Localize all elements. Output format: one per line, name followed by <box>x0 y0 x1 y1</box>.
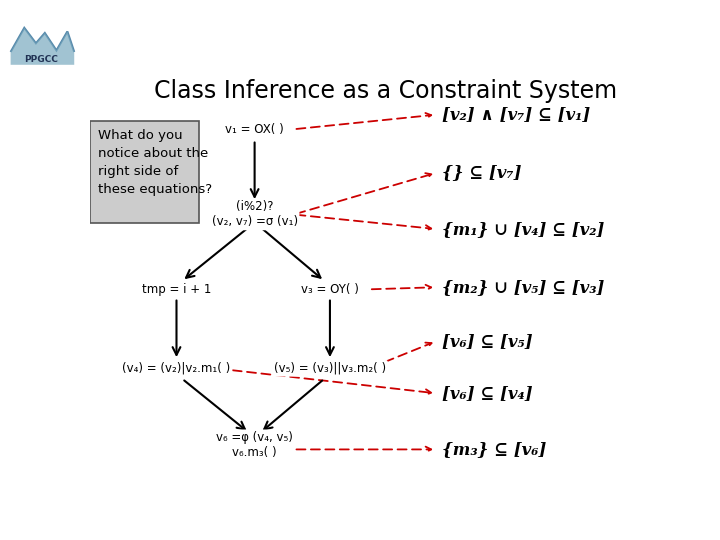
Text: (i%2)?
(v₂, v₇) =σ (v₁): (i%2)? (v₂, v₇) =σ (v₁) <box>212 200 297 228</box>
Text: (v₅) = (v₃)||v₃.m₂( ): (v₅) = (v₃)||v₃.m₂( ) <box>274 362 386 375</box>
Text: {m₂} ∪ [v₅] ⊆ [v₃]: {m₂} ∪ [v₅] ⊆ [v₃] <box>441 279 604 296</box>
FancyBboxPatch shape <box>7 14 76 65</box>
Text: {} ⊆ [v₇]: {} ⊆ [v₇] <box>441 164 521 181</box>
Text: (v₄) = (v₂)|v₂.m₁( ): (v₄) = (v₂)|v₂.m₁( ) <box>122 362 230 375</box>
Text: {m₃} ⊆ [v₆]: {m₃} ⊆ [v₆] <box>441 441 546 458</box>
FancyBboxPatch shape <box>90 121 199 223</box>
Text: v₁ = OX( ): v₁ = OX( ) <box>225 123 284 136</box>
Text: v₃ = OY( ): v₃ = OY( ) <box>301 283 359 296</box>
Text: tmp = i + 1: tmp = i + 1 <box>142 283 211 296</box>
Text: PPGCC: PPGCC <box>24 55 58 64</box>
Text: Class Inference as a Constraint System: Class Inference as a Constraint System <box>154 79 617 103</box>
Text: [v₆] ⊆ [v₅]: [v₆] ⊆ [v₅] <box>441 333 532 350</box>
Text: What do you
notice about the
right side of
these equations?: What do you notice about the right side … <box>99 129 212 196</box>
Text: [v₂] ∧ [v₇] ⊆ [v₁]: [v₂] ∧ [v₇] ⊆ [v₁] <box>441 106 590 123</box>
Text: [v₆] ⊆ [v₄]: [v₆] ⊆ [v₄] <box>441 385 532 402</box>
Polygon shape <box>11 28 74 65</box>
Text: {m₁} ∪ [v₄] ⊆ [v₂]: {m₁} ∪ [v₄] ⊆ [v₂] <box>441 220 604 238</box>
Text: v₆ =φ (v₄, v₅)
v₆.m₃( ): v₆ =φ (v₄, v₅) v₆.m₃( ) <box>216 431 293 459</box>
